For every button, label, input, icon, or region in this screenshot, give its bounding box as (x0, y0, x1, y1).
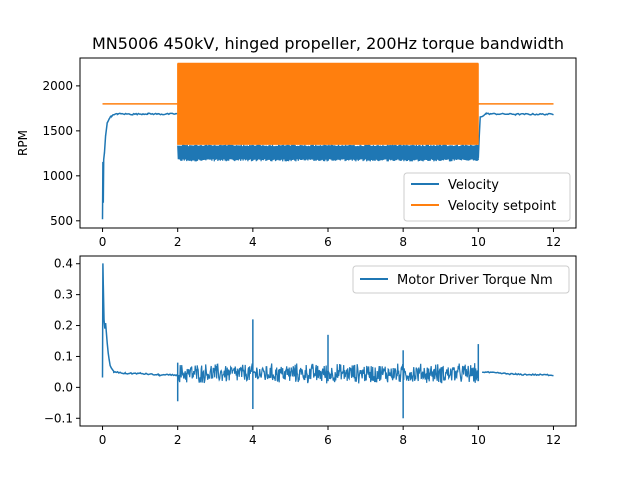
chart-title: MN5006 450kV, hinged propeller, 200Hz to… (92, 34, 564, 53)
torque-x-tick-label: 6 (324, 433, 332, 447)
torque-y-tick-label: −0.1 (44, 411, 73, 425)
motor-driver-torque-nm-tail (482, 370, 554, 377)
torque-axes-ticks: 0 2 4 6 8 10 12 −0.1 0.0 0.1 0.2 0.3 0.4 (44, 257, 561, 447)
velocity-oscillation (177, 144, 479, 162)
velocity-x-tick-label: 0 (99, 235, 107, 249)
velocity-tail (477, 111, 554, 158)
torque-x-tick-label: 2 (174, 433, 182, 447)
velocity-x-tick-label: 8 (399, 235, 407, 249)
velocity-setpoint-oscillation-fill (177, 63, 479, 145)
velocity-y-tick-label: 500 (50, 214, 73, 228)
velocity-setpoint-legend-label: Velocity setpoint (448, 199, 556, 214)
velocity-x-tick-label: 6 (324, 235, 332, 249)
velocity-y-tick-label: 1000 (42, 169, 73, 183)
velocity-x-tick-label: 12 (546, 235, 561, 249)
torque-x-tick-label: 4 (249, 433, 257, 447)
torque-x-tick-label: 8 (399, 433, 407, 447)
torque-legend-label: Motor Driver Torque Nm (397, 273, 553, 288)
velocity-x-tick-label: 4 (249, 235, 257, 249)
torque-y-tick-label: 0.4 (54, 257, 73, 271)
torque-legend-box (352, 265, 570, 294)
velocity-legend-box (403, 172, 571, 222)
torque-plot-area (101, 263, 554, 419)
velocity-y-axis-label: RPM (16, 130, 30, 156)
torque-x-tick-label: 10 (471, 433, 486, 447)
torque-x-tick-label: 0 (99, 433, 107, 447)
velocity-axes: 0 2 4 6 8 10 12 500 1000 1500 2000 RPM Velocity Ve… (16, 57, 577, 249)
torque-y-tick-label: 0.1 (54, 349, 73, 363)
velocity-x-tick-label: 2 (174, 235, 182, 249)
torque-axes: 0 2 4 6 8 10 12 −0.1 0.0 0.1 0.2 0.3 0.4 Motor Drive… (44, 255, 577, 447)
velocity-axes-ticks: 0 2 4 6 8 10 12 500 1000 1500 2000 (42, 79, 561, 249)
velocity-line (101, 112, 178, 220)
velocity-legend-label: Velocity (448, 178, 499, 193)
velocity-plot-area (101, 62, 554, 220)
torque-y-tick-label: 0.0 (54, 380, 73, 394)
torque-x-tick-label: 12 (546, 433, 561, 447)
torque-y-tick-label: 0.3 (54, 288, 73, 302)
velocity-x-tick-label: 10 (471, 235, 486, 249)
torque-y-tick-label: 0.2 (54, 319, 73, 333)
velocity-legend: Velocity Velocity setpoint (403, 172, 571, 222)
velocity-y-tick-label: 2000 (42, 79, 73, 93)
velocity-y-tick-label: 1500 (42, 124, 73, 138)
torque-legend: Motor Driver Torque Nm (352, 265, 570, 294)
motor-driver-torque-nm-line (101, 263, 178, 378)
